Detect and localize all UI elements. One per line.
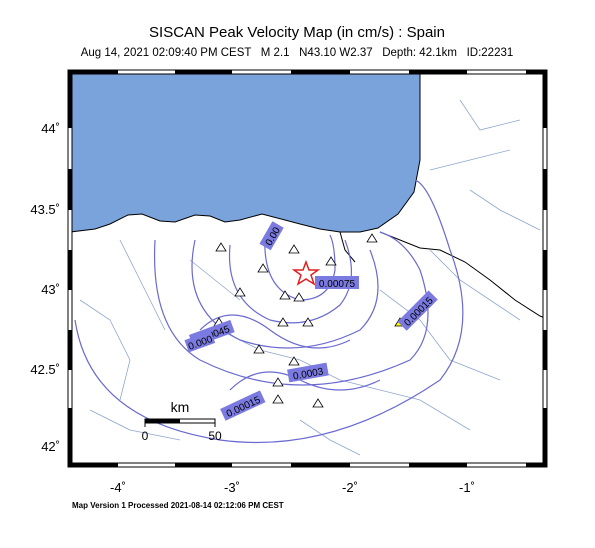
lat-label: 42˚: [41, 439, 60, 454]
lon-label: -4˚: [110, 480, 126, 495]
sea: [69, 71, 421, 233]
title: SISCAN Peak Velocity Map (in cm/s) : Spa…: [149, 24, 445, 41]
footer: Map Version 1 Processed 2021-08-14 02:12…: [72, 501, 284, 510]
contour-label: 0.0003: [292, 366, 324, 382]
stations: [213, 233, 406, 408]
lat-label: 42.5˚: [30, 362, 60, 377]
lat-label: 43.5˚: [30, 202, 60, 217]
frame: [67, 69, 548, 468]
lon-labels: -4˚ -3˚ -2˚ -1˚: [110, 480, 475, 495]
scale-bar: km 0 50: [142, 399, 222, 443]
lat-labels: 44˚ 43.5˚ 43˚ 42.5˚ 42˚: [30, 121, 60, 454]
map-area: 0.00 0.00075 0.00015 0.00045 0.000 0.000…: [67, 69, 548, 468]
lat-label: 44˚: [41, 121, 60, 136]
lat-label: 43˚: [41, 282, 60, 297]
scale-tick: 0: [142, 429, 149, 443]
scale-unit: km: [171, 399, 190, 415]
frame-ticks: [68, 70, 547, 467]
lon-label: -2˚: [342, 480, 358, 495]
epicenter: [291, 259, 321, 286]
lon-label: -1˚: [459, 480, 475, 495]
contours: [74, 179, 464, 444]
borders: [339, 231, 546, 319]
contour-label: 0.00075: [319, 279, 356, 290]
lon-label: -3˚: [224, 480, 240, 495]
scale-tick: 50: [208, 429, 222, 443]
subtitle: Aug 14, 2021 02:09:40 PM CEST M 2.1 N43.…: [81, 47, 514, 59]
